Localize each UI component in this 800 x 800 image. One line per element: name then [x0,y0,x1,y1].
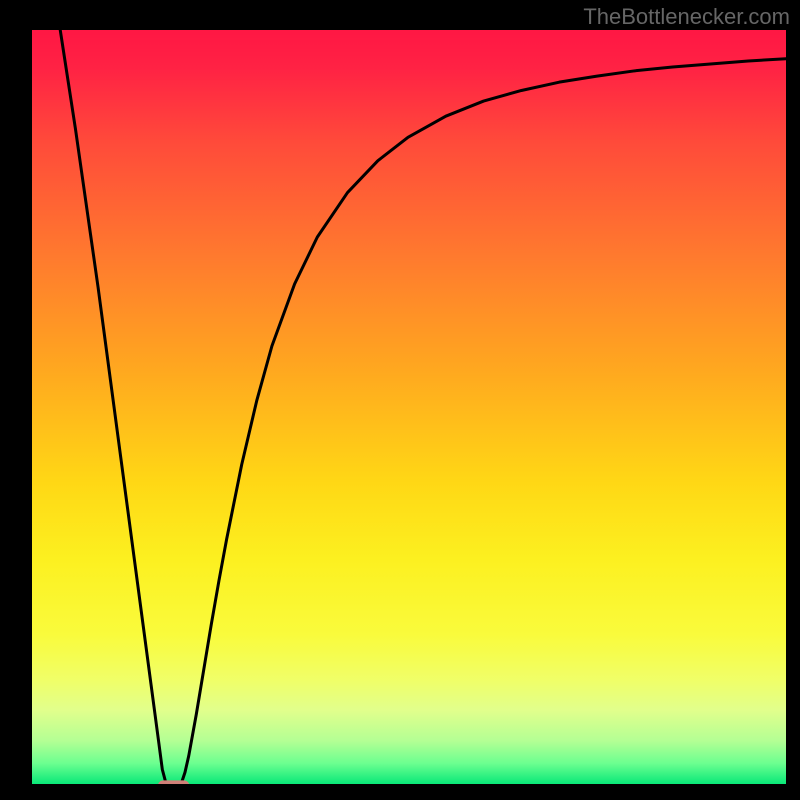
chart-svg [0,0,800,800]
watermark-text: TheBottlenecker.com [583,4,790,30]
bottleneck-chart: TheBottlenecker.com [0,0,800,800]
plot-background [30,30,786,786]
